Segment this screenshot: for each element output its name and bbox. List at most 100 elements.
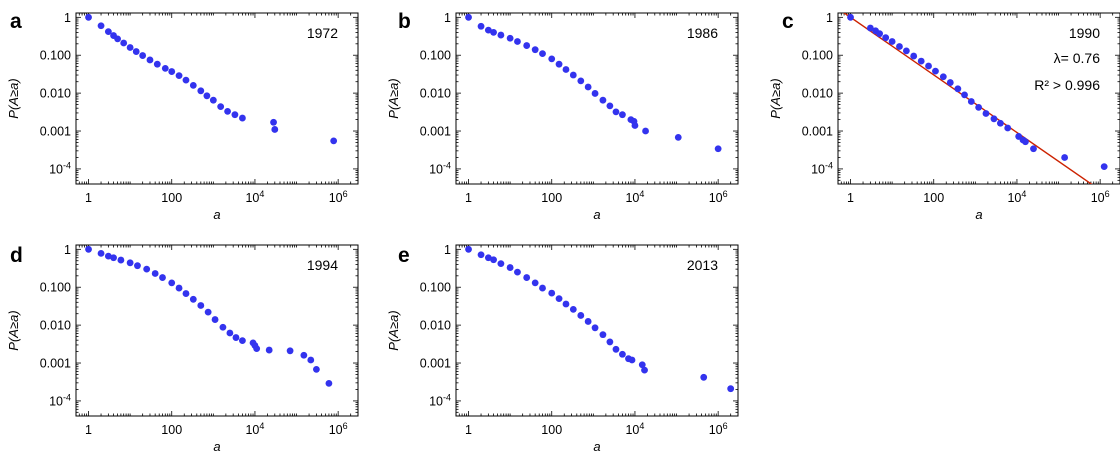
data-point	[226, 329, 234, 337]
data-point	[175, 72, 183, 79]
y-tick-label: 10-4	[429, 392, 451, 408]
data-point	[606, 102, 614, 110]
data-point	[523, 274, 531, 281]
data-points	[85, 13, 338, 145]
year-label: 1990	[1069, 25, 1100, 41]
data-point	[967, 98, 975, 105]
data-points	[465, 245, 735, 393]
y-tick-label: 0.001	[802, 125, 833, 139]
data-point	[490, 29, 497, 36]
data-point	[727, 385, 735, 393]
x-tick-label: 100	[541, 423, 562, 437]
data-point	[910, 52, 918, 60]
data-point	[161, 64, 169, 72]
minor-ticks	[75, 13, 359, 185]
y-axis-label: P(A≥a)	[6, 78, 21, 118]
data-point	[490, 256, 497, 264]
x-axis-label: a	[593, 439, 600, 454]
y-tick-label: 0.100	[420, 281, 451, 295]
data-point	[954, 85, 962, 93]
data-point	[539, 50, 546, 58]
data-point	[569, 305, 577, 313]
y-tick-label: 0.010	[40, 319, 71, 333]
panel-letter: d	[10, 244, 23, 267]
data-point	[882, 34, 890, 42]
data-point	[531, 279, 539, 287]
data-point	[1004, 124, 1012, 132]
y-tick-label: 1	[444, 243, 451, 257]
x-tick-label: 1	[847, 191, 854, 205]
fit-r2-text: R² > 0.996	[1034, 77, 1100, 93]
data-point	[866, 24, 874, 32]
x-tick-label: 1	[465, 423, 472, 437]
x-tick-label: 104	[245, 189, 264, 205]
y-tick-label: 10-4	[49, 392, 71, 408]
y-tick-label: 0.010	[420, 319, 451, 333]
x-axis-label: a	[213, 207, 220, 222]
year-label: 2013	[687, 257, 718, 273]
panel-c: 1 100 104 106 1 0.100 0.010 0.001 10-4 a P(A≥a) c 19…	[768, 10, 1120, 222]
plot-frame	[455, 244, 739, 417]
data-point	[211, 316, 219, 323]
data-point	[239, 337, 246, 345]
data-point	[577, 312, 585, 319]
data-point	[591, 90, 599, 97]
data-point	[497, 260, 505, 267]
x-tick-label: 100	[161, 423, 182, 437]
data-point	[523, 42, 531, 49]
data-point	[85, 13, 92, 21]
data-point	[189, 295, 197, 303]
x-tick-label: 106	[329, 189, 348, 205]
y-tick-label: 10-4	[429, 160, 451, 176]
plot-frame	[75, 244, 359, 417]
data-point	[114, 35, 122, 43]
y-axis-label: P(A≥a)	[768, 78, 783, 118]
data-point	[619, 111, 626, 119]
data-point	[555, 295, 563, 303]
data-point	[232, 334, 240, 341]
y-tick-label: 0.010	[802, 87, 833, 101]
year-label: 1994	[307, 257, 338, 273]
data-point	[514, 38, 521, 45]
minor-ticks	[75, 245, 359, 417]
x-tick-label: 1	[85, 191, 92, 205]
panel-letter: b	[398, 10, 411, 33]
data-point	[307, 356, 315, 364]
data-point	[312, 365, 320, 373]
data-point	[599, 331, 607, 339]
panel-letter: c	[782, 10, 794, 33]
data-point	[599, 96, 607, 104]
x-tick-label: 100	[923, 191, 944, 205]
data-point	[325, 379, 333, 387]
y-tick-label: 1	[64, 11, 71, 25]
y-tick-label: 0.001	[40, 357, 71, 371]
data-point	[584, 318, 592, 325]
y-tick-label: 10-4	[811, 160, 833, 176]
panel-e: 1 100 104 106 1 0.100 0.010 0.001 10-4 a P(A≥a) e 20…	[386, 243, 739, 454]
data-point	[847, 13, 854, 21]
x-tick-label: 1	[85, 423, 92, 437]
year-label: 1972	[307, 25, 338, 41]
plot-frame	[455, 12, 739, 185]
panel-b: 1 100 104 106 1 0.100 0.010 0.001 10-4 a P(A≥a) b 19…	[386, 10, 739, 222]
data-point	[591, 324, 599, 332]
data-point	[146, 56, 154, 64]
minor-ticks	[837, 13, 1120, 185]
x-tick-label: 104	[245, 421, 264, 437]
data-points	[85, 245, 333, 387]
data-point	[239, 114, 246, 122]
data-point	[168, 68, 176, 75]
data-point	[182, 76, 190, 84]
data-point	[1100, 163, 1108, 171]
data-point	[197, 87, 205, 95]
data-point	[631, 122, 639, 129]
data-point	[606, 338, 614, 346]
data-point	[939, 73, 947, 81]
minor-ticks	[455, 13, 739, 185]
data-point	[465, 245, 472, 253]
panel-a: 1 100 104 106 1 0.100 0.010 0.001 10-4 a P(A≥a) a 19…	[6, 10, 359, 222]
data-point	[97, 250, 105, 257]
y-tick-label: 0.010	[420, 87, 451, 101]
data-point	[265, 346, 273, 354]
data-point	[300, 351, 308, 359]
